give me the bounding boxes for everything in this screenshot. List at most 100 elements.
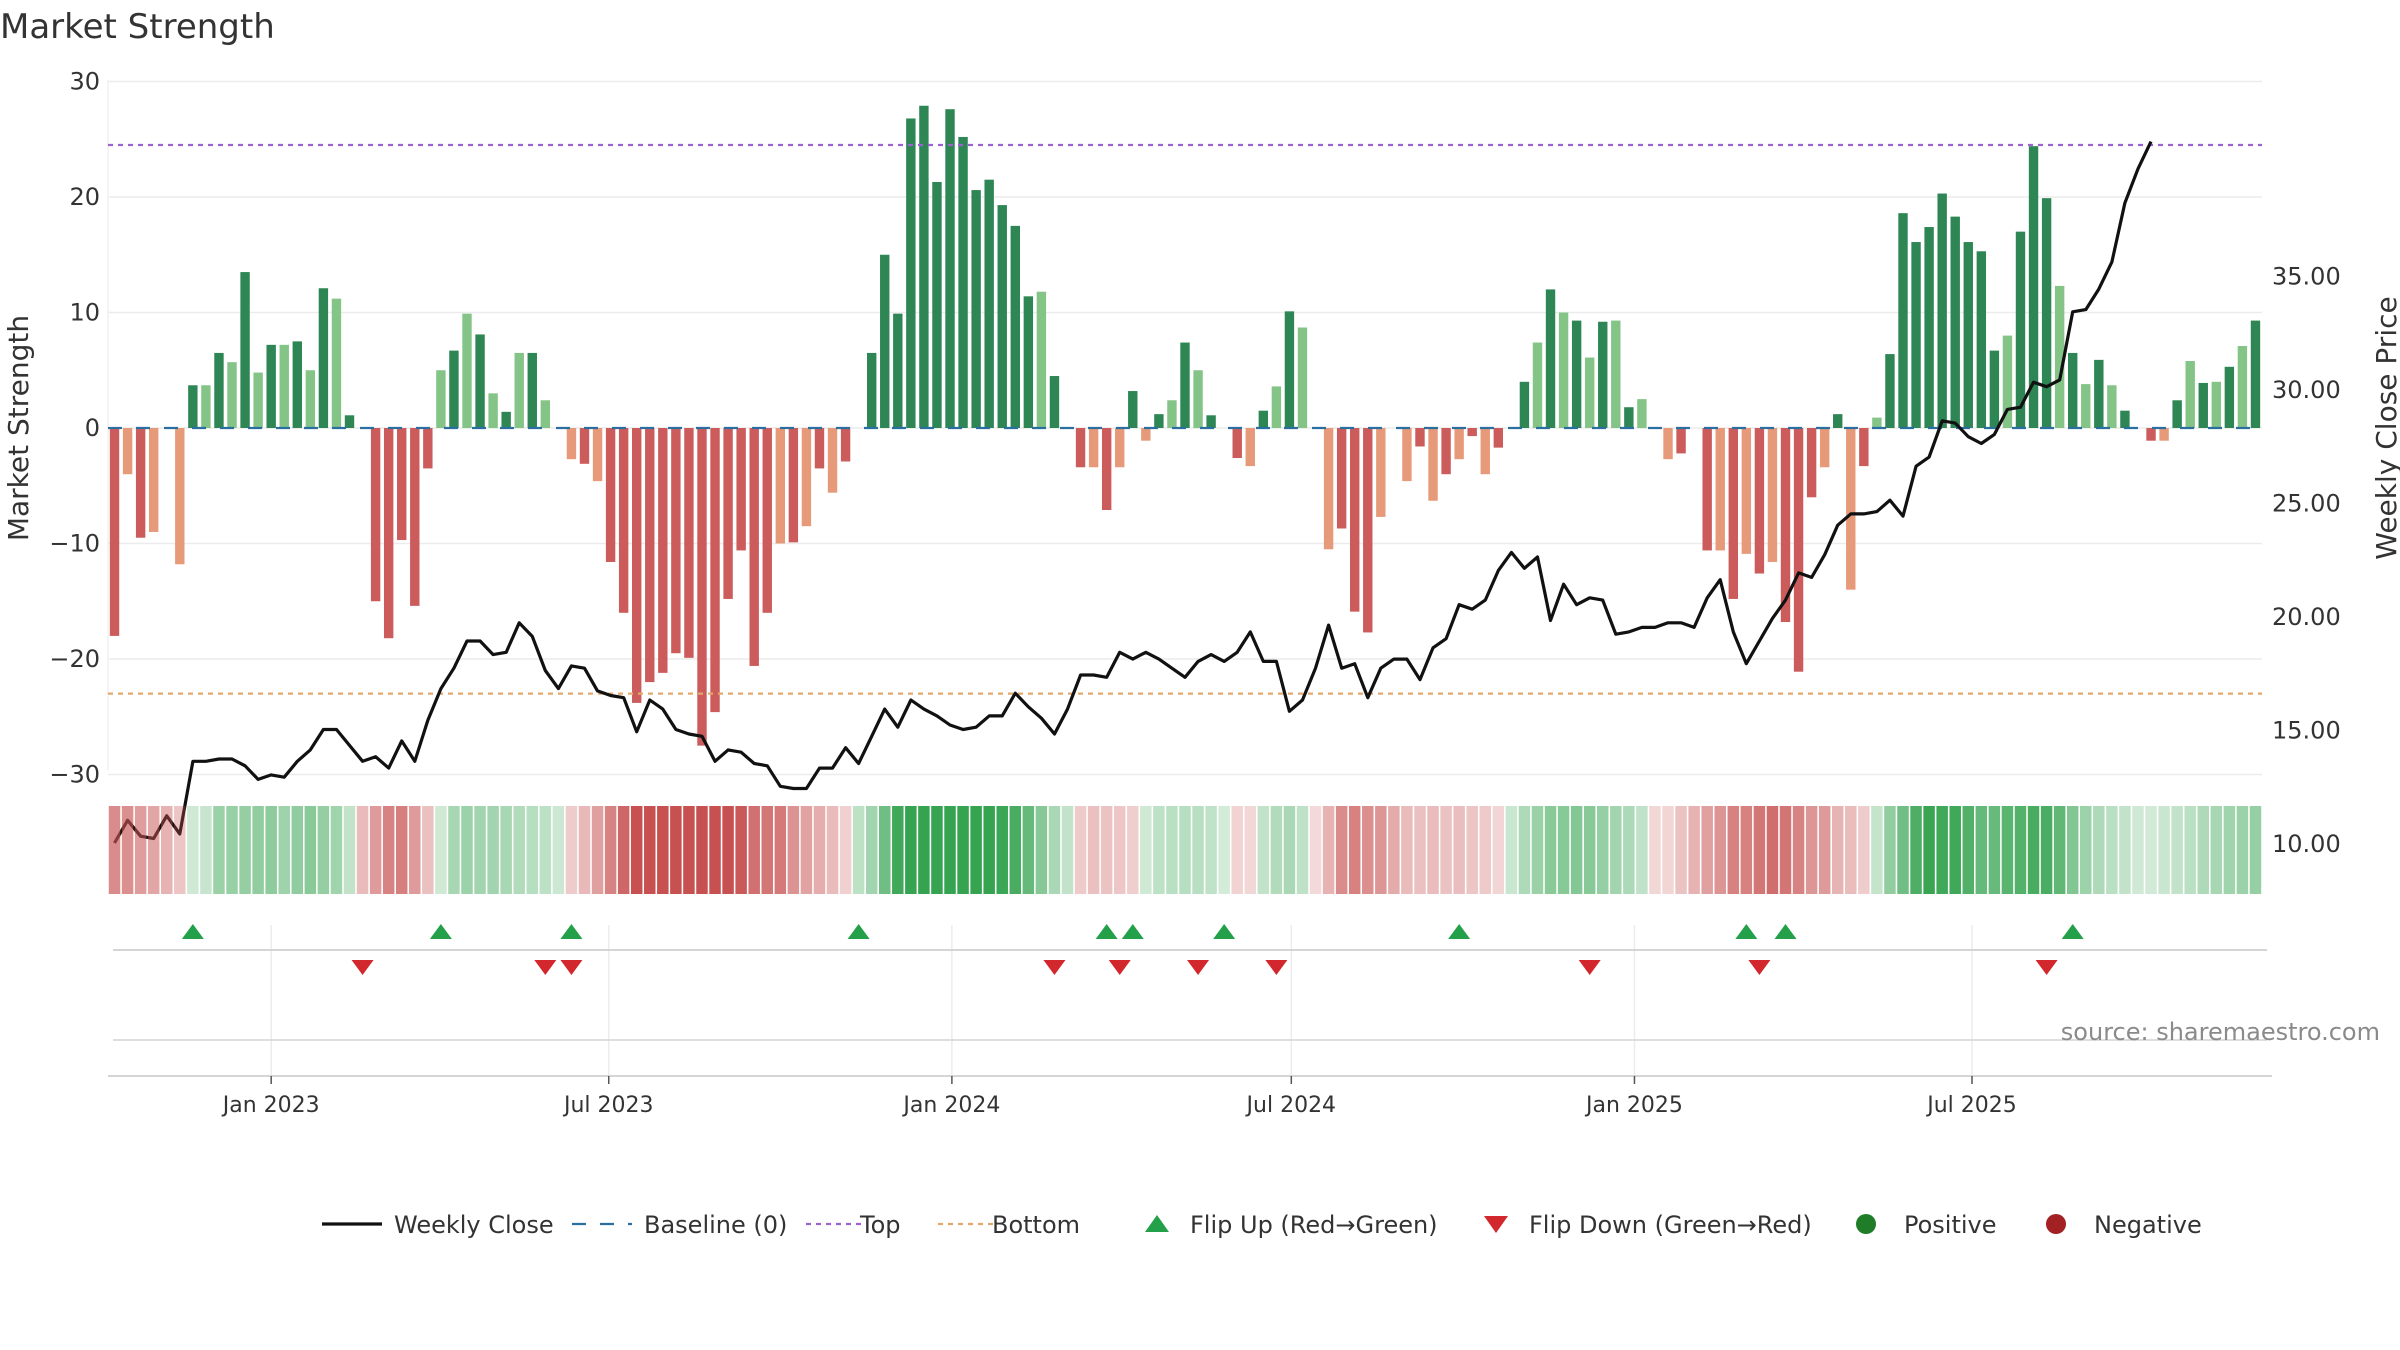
- y-tick-label: 10: [69, 299, 100, 327]
- heat-cell: [1074, 806, 1087, 894]
- strength-bar: [1780, 428, 1791, 623]
- heat-cell: [2158, 806, 2170, 894]
- heat-cell: [356, 806, 369, 894]
- strength-bar: [1363, 428, 1373, 633]
- strength-bar: [370, 428, 381, 602]
- strength-bar: [1519, 381, 1530, 428]
- flip-down-marker: [1748, 960, 1771, 975]
- heat-cell: [134, 806, 147, 894]
- heat-cell: [800, 806, 813, 894]
- strength-bar: [1010, 225, 1020, 428]
- strength-bar: [1571, 320, 1582, 428]
- strength-bar: [423, 428, 433, 469]
- legend-label: Flip Down (Green→Red): [1529, 1211, 1812, 1239]
- strength-bar: [2068, 352, 2078, 428]
- heat-cell: [1257, 806, 1270, 894]
- strength-bar: [618, 428, 629, 613]
- heat-cell: [1466, 806, 1478, 894]
- heat-cell: [1570, 806, 1583, 894]
- heat-cell: [2223, 806, 2236, 894]
- strength-bar: [135, 428, 146, 538]
- strength-bar: [1846, 428, 1856, 590]
- heat-cell: [200, 806, 212, 894]
- strength-bar: [762, 428, 772, 613]
- heat-cell: [1936, 806, 1948, 894]
- heat-cell: [1975, 806, 1988, 894]
- x-axis: Jan 2023 Jul 2023 Jan 2024 Jul 2024 Jan 2025…: [221, 1076, 2017, 1118]
- heat-cell: [422, 806, 434, 894]
- heat-cell: [2027, 806, 2040, 894]
- heat-cell: [1688, 806, 1700, 894]
- strength-bar: [1558, 312, 1569, 428]
- strength-heat-strip: [108, 806, 2262, 894]
- y2-axis-ticks: 35.00 30.00 25.00 20.00 15.00 10.00: [2272, 263, 2341, 859]
- heat-cell: [683, 806, 695, 894]
- strength-bar: [1611, 320, 1621, 428]
- strength-bar: [383, 428, 394, 639]
- heat-cell: [670, 806, 682, 894]
- heat-cell: [2184, 806, 2196, 894]
- strength-bar: [893, 313, 903, 428]
- strength-bar: [1193, 370, 1203, 428]
- heat-cell: [2001, 806, 2014, 894]
- strength-bar: [1180, 342, 1190, 428]
- heat-cell: [709, 806, 721, 894]
- strength-bar: [671, 428, 681, 654]
- heat-cell: [147, 806, 160, 894]
- strength-bar: [279, 344, 289, 428]
- heat-cell: [213, 806, 225, 894]
- heat-cell: [1753, 806, 1766, 894]
- strength-bar: [827, 428, 838, 493]
- heat-cell: [343, 806, 356, 894]
- heat-cell: [500, 806, 512, 894]
- strength-bar: [1049, 376, 1060, 428]
- strength-bar: [2185, 361, 2195, 428]
- y2-tick-label: 25.00: [2272, 490, 2341, 518]
- heat-cell: [2040, 806, 2053, 894]
- strength-bar: [736, 428, 746, 551]
- strength-bar: [175, 428, 185, 565]
- strength-bar: [814, 428, 825, 469]
- y-tick-label: −10: [49, 530, 100, 558]
- heat-cell: [1610, 806, 1622, 894]
- source-note: source: sharemaestro.com: [2061, 1018, 2380, 1046]
- strength-bar: [1115, 428, 1125, 468]
- heat-cell: [1845, 806, 1857, 894]
- strength-bar: [801, 428, 812, 527]
- strength-bar: [658, 428, 668, 673]
- heat-cell: [2080, 806, 2092, 894]
- flip-down-marker: [1578, 960, 1601, 975]
- heat-cell: [2066, 806, 2079, 894]
- heat-cell: [1675, 806, 1687, 894]
- heat-cell: [1701, 806, 1713, 894]
- strength-bar: [997, 205, 1007, 428]
- legend-item: Negative: [2046, 1211, 2202, 1239]
- heat-cell: [226, 806, 238, 894]
- flip-up-marker: [429, 924, 452, 939]
- heat-cell: [382, 806, 395, 894]
- strength-bar: [1258, 410, 1269, 428]
- strength-bar: [1937, 193, 1947, 428]
- y-tick-label: −20: [49, 645, 100, 673]
- heat-cell: [2014, 806, 2027, 894]
- strength-bar: [1715, 428, 1725, 551]
- strength-bar: [475, 334, 485, 428]
- strength-bar: [240, 272, 250, 428]
- heat-cell: [1218, 806, 1230, 894]
- weekly-close-line: [113, 140, 2153, 844]
- strength-bar: [1154, 414, 1164, 428]
- heat-cell: [1557, 806, 1570, 894]
- legend-item: Flip Down (Green→Red): [1484, 1211, 1812, 1239]
- heat-cell: [395, 806, 408, 894]
- y-axis-ticks: 30 20 10 0 −10 −20 −30: [49, 68, 100, 789]
- y-tick-label: 20: [69, 183, 100, 211]
- heat-cell: [1440, 806, 1452, 894]
- y2-tick-label: 35.00: [2272, 263, 2341, 291]
- strength-bar: [866, 352, 877, 428]
- heat-cell: [265, 806, 277, 894]
- x-tick-label: Jul 2024: [1245, 1093, 1337, 1118]
- strength-bar: [1232, 428, 1242, 459]
- strength-bar: [449, 350, 459, 428]
- heat-cell: [187, 806, 199, 894]
- y-tick-label: 0: [85, 414, 100, 442]
